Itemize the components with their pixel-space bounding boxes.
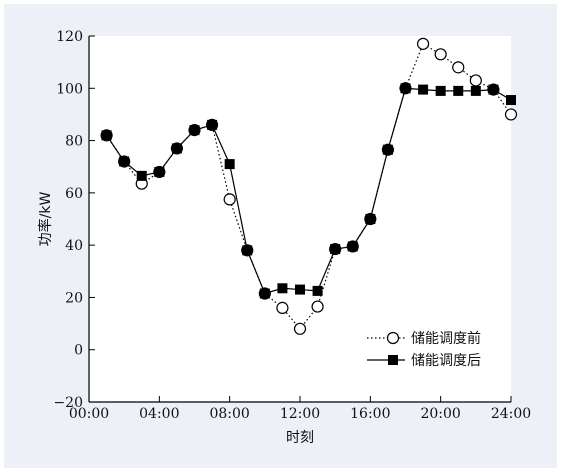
y-tick-label: 120 [56, 29, 83, 45]
data-point-series-2 [312, 285, 323, 296]
axes: −20 0 20 40 60 80 100 120 00:00 04:00 08:00 12:00 16… [53, 29, 531, 422]
data-point-series-2 [259, 288, 270, 299]
y-tick-label: 40 [65, 238, 83, 254]
y-tick-label: 0 [74, 343, 83, 359]
data-point-series-1 [311, 300, 324, 313]
x-tick-label: 12:00 [280, 406, 320, 422]
x-axis-title: 时刻 [286, 430, 314, 446]
data-point-series-2 [101, 130, 112, 141]
y-tick-label: 60 [65, 186, 83, 202]
line-chart: −20 0 20 40 60 80 100 120 00:00 04:00 08:00 12:00 16… [37, 29, 531, 446]
data-point-series-2 [277, 283, 288, 294]
y-tick-label: 20 [65, 290, 83, 306]
data-point-series-2 [189, 125, 200, 136]
data-point-series-1 [452, 61, 465, 74]
data-point-series-2 [171, 143, 182, 154]
x-tick-label: 20:00 [420, 406, 460, 422]
legend-label-2: 储能调度后 [411, 353, 481, 369]
data-point-series-1 [223, 193, 236, 206]
data-point-series-2 [453, 85, 464, 96]
data-point-series-2 [330, 244, 341, 255]
legend-marker-1 [386, 331, 400, 345]
data-point-series-2 [224, 159, 235, 170]
data-point-series-2 [136, 170, 147, 181]
data-point-series-2 [347, 241, 358, 252]
data-point-series-2 [488, 84, 499, 95]
legend-marker-2 [388, 355, 398, 365]
plot-area [89, 36, 511, 402]
data-point-series-2 [365, 214, 376, 224]
data-point-series-2 [470, 85, 481, 96]
data-point-series-2 [506, 95, 516, 106]
data-point-series-2 [382, 144, 393, 155]
y-tick-label: 100 [56, 81, 83, 97]
y-tick-label: −20 [53, 395, 83, 411]
data-point-series-1 [293, 322, 307, 335]
x-tick-label: 24:00 [491, 406, 531, 422]
x-tick-label: 04:00 [139, 406, 179, 422]
data-point-series-1 [416, 37, 430, 50]
data-point-series-1 [469, 74, 482, 87]
x-tick-label: 00:00 [69, 406, 109, 422]
data-point-series-1 [504, 108, 518, 121]
chart-frame: −20 0 20 40 60 80 100 120 00:00 04:00 08:00 12:00 16… [4, 4, 557, 468]
x-tick-label: 08:00 [209, 406, 249, 422]
data-point-series-2 [242, 245, 253, 256]
data-point-series-2 [295, 284, 305, 295]
series-layer [100, 37, 518, 335]
data-point-series-2 [154, 166, 165, 177]
data-point-series-2 [207, 119, 218, 130]
y-tick-label: 80 [65, 134, 83, 150]
data-point-series-2 [418, 84, 429, 95]
y-axis-title: 功率/kW [37, 192, 54, 247]
data-point-series-2 [435, 85, 446, 96]
data-point-series-2 [119, 156, 130, 167]
x-tick-label: 16:00 [350, 406, 390, 422]
data-point-series-1 [276, 301, 289, 314]
data-point-series-2 [400, 83, 411, 94]
legend-label-1: 储能调度前 [411, 330, 481, 347]
data-point-series-1 [434, 48, 447, 61]
